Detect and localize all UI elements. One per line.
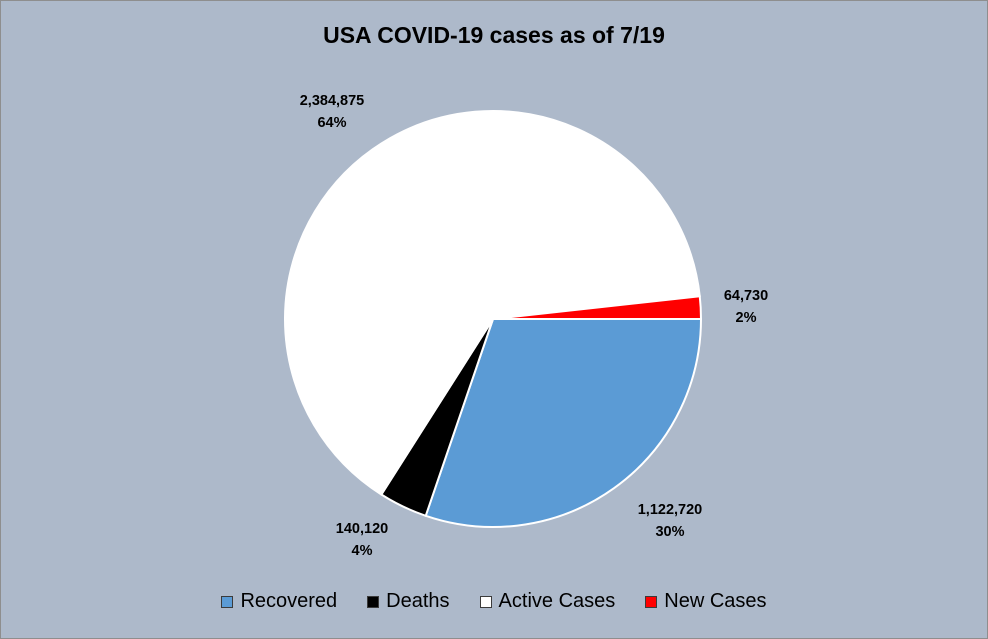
data-label-new-cases: 64,730 2%: [708, 285, 784, 329]
legend: Recovered Deaths Active Cases New Cases: [0, 590, 988, 613]
data-label-active-cases-value: 2,384,875: [299, 93, 365, 109]
legend-label-active-cases: Active Cases: [498, 590, 616, 612]
data-label-recovered-percent: 30%: [655, 524, 685, 540]
legend-swatch-deaths: [367, 595, 380, 608]
legend-label-recovered: Recovered: [240, 590, 338, 612]
pie-slice-active-cases[interactable]: [284, 110, 701, 496]
data-label-new-cases-value: 64,730: [723, 288, 769, 304]
pie-slice-recovered[interactable]: [424, 318, 703, 528]
pie-slice-new-cases[interactable]: [492, 295, 703, 320]
legend-swatch-active-cases: [479, 595, 492, 608]
data-label-deaths-percent: 4%: [351, 543, 373, 559]
legend-entry-active-cases[interactable]: Active Cases: [479, 590, 616, 613]
data-label-deaths: 140,120 4%: [322, 518, 402, 562]
legend-entry-new-cases[interactable]: New Cases: [645, 590, 767, 613]
data-label-active-cases: 2,384,875 64%: [282, 90, 382, 134]
legend-entry-recovered[interactable]: Recovered: [221, 590, 337, 613]
chart-title: USA COVID-19 cases as of 7/19: [323, 22, 665, 48]
data-label-new-cases-percent: 2%: [735, 310, 757, 326]
data-label-recovered: 1,122,720 30%: [620, 499, 720, 543]
data-label-recovered-value: 1,122,720: [637, 502, 703, 518]
legend-label-new-cases: New Cases: [664, 590, 767, 612]
legend-entry-deaths[interactable]: Deaths: [367, 590, 450, 613]
data-label-active-cases-percent: 64%: [317, 115, 347, 131]
legend-swatch-new-cases: [645, 595, 658, 608]
legend-swatch-recovered: [221, 595, 234, 608]
legend-label-deaths: Deaths: [386, 590, 450, 612]
data-label-deaths-value: 140,120: [335, 521, 389, 537]
